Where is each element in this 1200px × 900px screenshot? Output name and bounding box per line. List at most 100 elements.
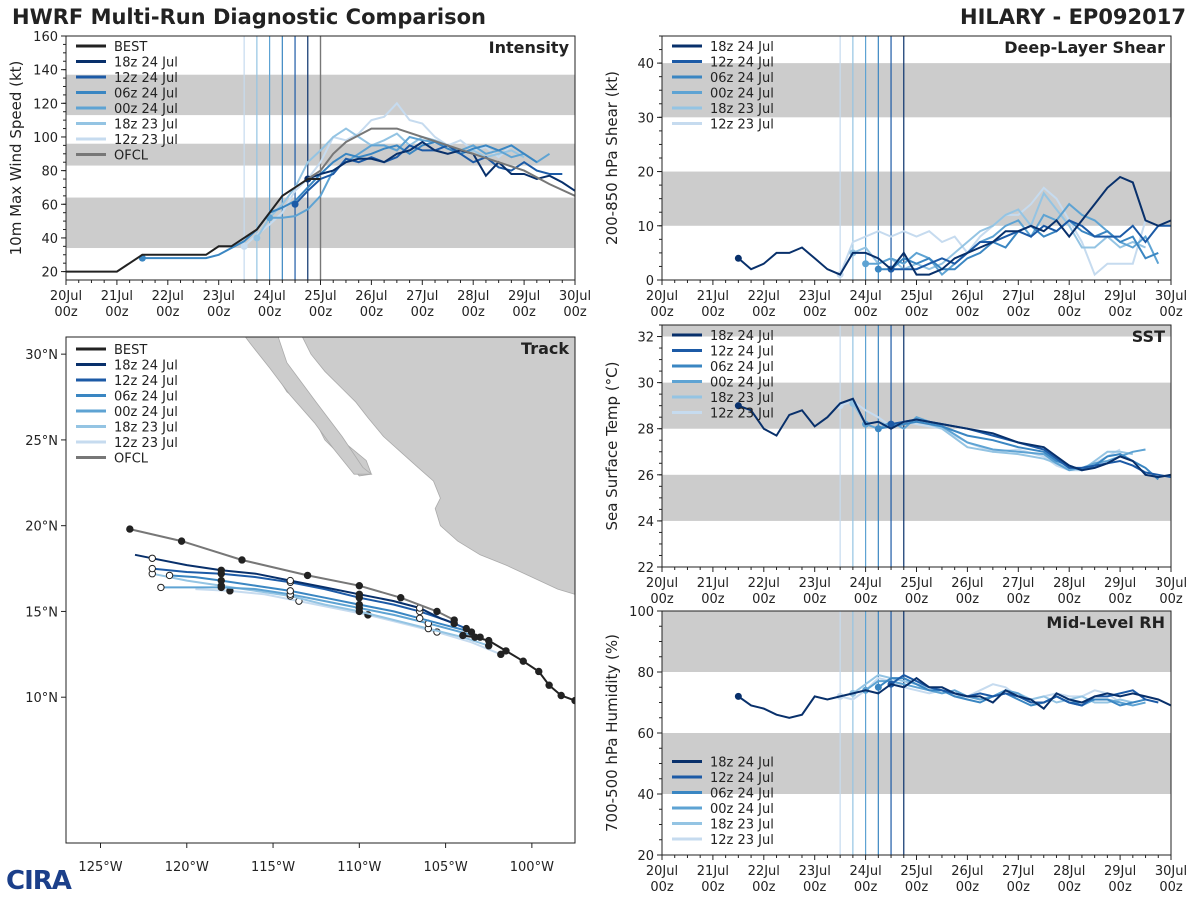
legend-label-sst-06z-24-jul: 06z 24 Jul xyxy=(710,360,774,375)
track-marker-best xyxy=(485,636,493,645)
land-baja-california xyxy=(244,337,373,475)
track-marker-best xyxy=(545,681,553,689)
track-marker-00z-24-jul xyxy=(157,583,165,592)
track-line-12z-23-jul xyxy=(195,588,502,656)
track-line-18z-23-jul xyxy=(152,572,490,647)
land-mexico xyxy=(229,337,575,595)
ytick-label-intensity: 20 xyxy=(41,266,58,281)
xtick-date-intensity: 22Jul xyxy=(152,289,184,304)
track-marker-ofcl xyxy=(355,582,364,590)
ytick-label-shear: 40 xyxy=(637,57,654,72)
legend-label-rh-06z-24-jul: 06z 24 Jul xyxy=(710,787,774,802)
panel-title-sst: SST xyxy=(1132,327,1165,346)
xtick-date-rh: 20Jul xyxy=(646,864,678,879)
xtick-hour-intensity: 00z xyxy=(512,305,536,320)
plot-area-sst xyxy=(662,325,1171,567)
xtick-date-shear: 29Jul xyxy=(1104,289,1136,304)
xtick-hour-sst: 00z xyxy=(650,592,674,607)
band-sst-0 xyxy=(662,474,1171,521)
plot-area-shear xyxy=(662,36,1171,280)
track-marker-18z-24-jul xyxy=(217,566,225,574)
legend-label-sst-12z-24-jul: 12z 24 Jul xyxy=(710,345,774,360)
xtick-date-shear: 26Jul xyxy=(951,289,983,304)
legend-label-shear-18z-23-jul: 18z 23 Jul xyxy=(710,102,774,117)
ytick-label-track: 15°N xyxy=(25,605,58,620)
chart-track: 125°W 120°W 115°W 110°W 105°W 100°W 10°N 15°N 20… xyxy=(25,336,576,875)
cira-logo-text: CIRA xyxy=(6,866,72,896)
legend-label-intensity-best: BEST xyxy=(114,40,147,55)
xtick-hour-rh: 00z xyxy=(854,880,878,895)
xtick-date-sst: 27Jul xyxy=(1002,576,1034,591)
xtick-hour-shear: 00z xyxy=(956,305,980,320)
xtick-date-shear: 25Jul xyxy=(900,289,932,304)
series-line-shear-18z-23-jul xyxy=(852,191,1146,271)
ytick-label-rh: 20 xyxy=(637,849,654,864)
xtick-date-sst: 23Jul xyxy=(799,576,831,591)
panel-title-track: Track xyxy=(521,339,569,358)
series-line-sst-06z-24-jul xyxy=(878,420,1159,481)
track-marker-best xyxy=(471,633,479,641)
xtick-hour-intensity: 00z xyxy=(105,305,129,320)
track-marker-ofcl xyxy=(126,525,134,533)
series-line-rh-18z-24-jul xyxy=(737,676,1171,719)
plot-area-rh xyxy=(662,611,1171,855)
plot-area-intensity xyxy=(66,36,575,280)
track-marker-ofcl xyxy=(450,616,458,624)
ytick-label-track: 10°N xyxy=(25,691,58,706)
xtick-hour-shear: 00z xyxy=(1007,305,1031,320)
xtick-label-track: 105°W xyxy=(424,860,468,875)
ytick-label-intensity: 140 xyxy=(33,64,58,79)
series-line-sst-18z-24-jul xyxy=(738,397,1171,479)
xtick-date-rh: 28Jul xyxy=(1053,864,1085,879)
init-marker-sst-18z-24-jul xyxy=(734,402,742,410)
ytick-label-sst: 30 xyxy=(637,377,654,392)
band-rh-0 xyxy=(662,733,1171,794)
init-marker-sst-06z-24-jul xyxy=(874,425,882,433)
xtick-hour-intensity: 00z xyxy=(258,305,282,320)
ytick-label-intensity: 40 xyxy=(41,232,58,247)
xtick-hour-sst: 00z xyxy=(1108,592,1132,607)
xtick-date-rh: 26Jul xyxy=(951,864,983,879)
xtick-hour-intensity: 00z xyxy=(411,305,435,320)
ytick-label-track: 20°N xyxy=(25,520,58,535)
xtick-date-sst: 28Jul xyxy=(1053,576,1085,591)
xtick-hour-intensity: 00z xyxy=(54,305,78,320)
xtick-date-rh: 23Jul xyxy=(799,864,831,879)
xtick-hour-rh: 00z xyxy=(803,880,827,895)
track-marker-ofcl xyxy=(433,607,441,616)
xtick-hour-rh: 00z xyxy=(1058,880,1082,895)
series-line-intensity-18z-24-jul xyxy=(307,140,575,192)
xtick-hour-shear: 00z xyxy=(650,305,674,320)
track-marker-06z-24-jul xyxy=(355,600,364,609)
xtick-hour-rh: 00z xyxy=(1007,880,1031,895)
legend-label-sst-18z-23-jul: 18z 23 Jul xyxy=(710,391,774,406)
track-marker-best xyxy=(502,647,510,655)
ytick-label-sst: 28 xyxy=(637,423,654,438)
legend-label-rh-18z-24-jul: 18z 24 Jul xyxy=(710,756,774,771)
series-line-intensity-ofcl xyxy=(307,127,575,197)
legend-label-intensity-06z-24-jul: 06z 24 Jul xyxy=(114,87,178,102)
init-marker-intensity-18z-23-jul xyxy=(253,234,261,242)
xtick-date-intensity: 26Jul xyxy=(355,289,387,304)
track-marker-best xyxy=(459,631,467,640)
xtick-hour-intensity: 00z xyxy=(207,305,231,320)
init-marker-rh-06z-24-jul xyxy=(874,683,882,691)
track-marker-18z-24-jul xyxy=(148,554,156,562)
xtick-hour-shear: 00z xyxy=(1058,305,1082,320)
band-shear-1 xyxy=(662,63,1171,118)
xtick-date-intensity: 23Jul xyxy=(203,289,235,304)
series-line-intensity-18z-23-jul xyxy=(256,127,525,239)
panel-title-shear: Deep-Layer Shear xyxy=(1004,38,1165,57)
track-marker-06z-24-jul xyxy=(467,628,476,636)
chart-intensity: 2040608010012014016020Jul00z21Jul00z22Ju… xyxy=(7,30,591,320)
xtick-label-track: 120°W xyxy=(165,860,209,875)
legend-label-track-18z-23-jul: 18z 23 Jul xyxy=(114,421,178,436)
xtick-hour-intensity: 00z xyxy=(462,305,486,320)
storm-title: HILARY - EP092017 xyxy=(960,5,1186,29)
track-marker-06z-24-jul xyxy=(286,587,295,595)
legend-label-intensity-18z-23-jul: 18z 23 Jul xyxy=(114,118,178,133)
xtick-hour-intensity: 00z xyxy=(309,305,333,320)
xtick-hour-shear: 00z xyxy=(752,305,776,320)
legend-label-sst-00z-24-jul: 00z 24 Jul xyxy=(710,376,774,391)
